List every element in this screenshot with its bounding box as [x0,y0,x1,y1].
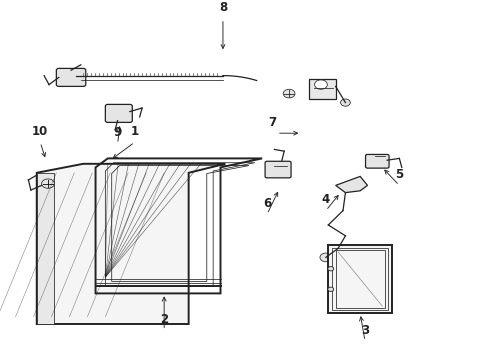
Text: 5: 5 [395,168,403,181]
FancyBboxPatch shape [265,161,291,178]
Text: 1: 1 [131,125,139,138]
FancyBboxPatch shape [56,68,86,86]
Bar [328,245,392,313]
Polygon shape [37,173,54,324]
Bar [336,250,385,308]
Text: 6: 6 [263,197,271,210]
Circle shape [341,99,350,106]
Circle shape [328,287,334,292]
FancyBboxPatch shape [366,154,389,168]
Circle shape [320,253,332,262]
Polygon shape [336,176,368,193]
Text: 3: 3 [361,324,369,337]
Text: 4: 4 [322,193,330,206]
Circle shape [328,266,334,271]
Text: 10: 10 [32,125,49,138]
Polygon shape [37,164,225,324]
Circle shape [315,80,327,89]
Text: 8: 8 [219,1,227,14]
Text: 2: 2 [160,313,168,326]
Bar [309,79,336,99]
Circle shape [42,179,54,188]
Text: 7: 7 [269,116,277,129]
Circle shape [283,89,295,98]
Bar [332,248,388,310]
Text: 9: 9 [114,126,122,139]
FancyBboxPatch shape [105,104,132,122]
